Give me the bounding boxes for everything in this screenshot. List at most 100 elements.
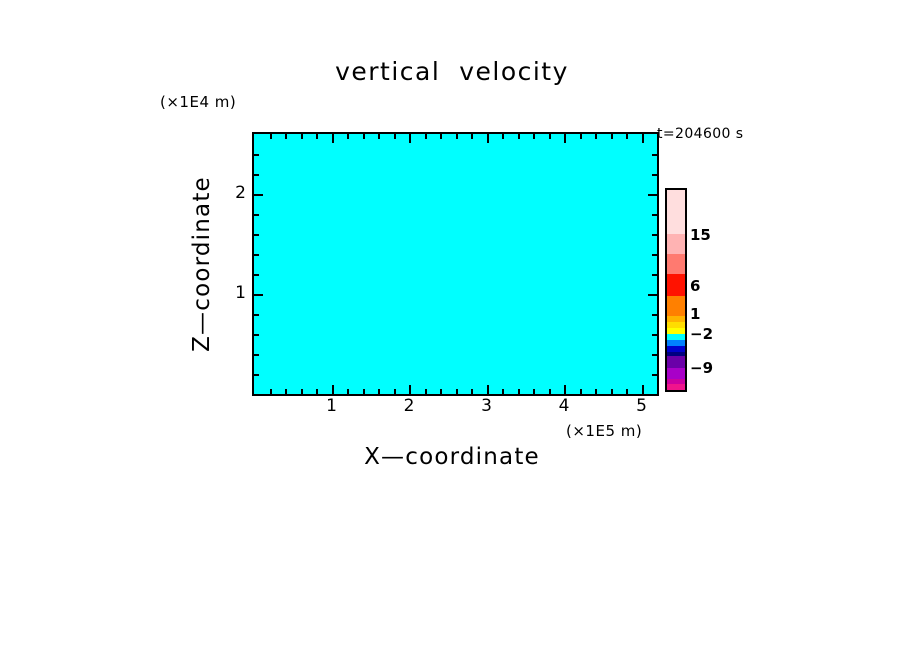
colorbar-tick-label: 6 [690,277,701,295]
tick-mark [347,134,349,139]
colorbar-band [667,316,685,322]
x-tick-label: 2 [403,396,415,416]
tick-mark [652,334,657,336]
tick-mark [254,314,259,316]
tick-mark [425,134,427,139]
tick-mark [642,134,644,143]
tick-mark [332,134,334,143]
colorbar-band [667,368,685,379]
tick-mark [652,254,657,256]
tick-mark [471,134,473,139]
y-tick-label: 2 [235,183,246,203]
tick-mark [347,389,349,394]
tick-mark [332,385,334,394]
page-title: vertical velocity [335,57,569,86]
colorbar-band [667,346,685,352]
tick-mark [595,134,597,139]
tick-mark [652,174,657,176]
tick-mark [254,194,263,196]
x-tick-label: 4 [558,396,570,416]
tick-mark [254,374,259,376]
x-axis-unit-label: (×1E5 m) [566,422,643,440]
tick-mark [378,134,380,139]
tick-mark [518,389,520,394]
tick-mark [254,354,259,356]
tick-mark [487,134,489,143]
tick-mark [254,274,259,276]
tick-mark [518,134,520,139]
tick-mark [440,134,442,139]
x-tick-label: 1 [326,396,337,416]
tick-mark [285,134,287,139]
x-tick-label: 5 [636,396,647,416]
tick-mark [595,389,597,394]
tick-mark [652,214,657,216]
tick-mark [652,314,657,316]
tick-mark [254,334,259,336]
tick-mark [564,134,566,143]
time-annotation: t=204600 s [657,126,744,142]
tick-mark [626,134,628,139]
tick-mark [254,174,259,176]
x-tick-label: 3 [481,396,492,416]
colorbar-band [667,254,685,274]
tick-mark [642,385,644,394]
tick-mark [487,385,489,394]
tick-mark [611,389,613,394]
colorbar-band [667,356,685,368]
tick-mark [626,389,628,394]
tick-mark [611,134,613,139]
tick-mark [533,389,535,394]
tick-mark [652,354,657,356]
tick-mark [394,389,396,394]
plot-area [252,132,659,396]
tick-mark [378,389,380,394]
colorbar-tick-label: −9 [690,359,714,377]
z-axis-unit-label: (×1E4 m) [160,93,237,111]
colorbar [665,188,687,392]
colorbar-band [667,328,685,334]
tick-mark [440,389,442,394]
y-tick-label: 1 [235,283,246,303]
tick-mark [394,134,396,139]
tick-mark [254,214,259,216]
colorbar-band [667,340,685,346]
colorbar-tick-label: 1 [690,305,701,323]
tick-mark [652,234,657,236]
tick-mark [301,134,303,139]
tick-mark [254,254,259,256]
tick-mark [652,374,657,376]
tick-mark [456,389,458,394]
tick-mark [502,134,504,139]
tick-mark [652,274,657,276]
tick-mark [270,134,272,139]
colorbar-band [667,384,685,390]
colorbar-tick-label: −2 [690,325,714,343]
tick-mark [564,385,566,394]
tick-mark [363,389,365,394]
tick-mark [652,154,657,156]
tick-mark [363,134,365,139]
tick-mark [549,134,551,139]
colorbar-band [667,274,685,296]
colorbar-band [667,234,685,254]
tick-mark [648,294,657,296]
tick-mark [580,134,582,139]
colorbar-band [667,322,685,328]
tick-mark [270,389,272,394]
colorbar-band [667,352,685,356]
tick-mark [254,234,259,236]
tick-mark [316,389,318,394]
tick-mark [409,385,411,394]
tick-mark [471,389,473,394]
y-axis-title: Z—coordinate [189,176,215,352]
tick-mark [409,134,411,143]
tick-mark [316,134,318,139]
colorbar-band [667,379,685,384]
tick-mark [285,389,287,394]
colorbar-band [667,296,685,316]
colorbar-tick-label: 15 [690,226,711,244]
velocity-field-heatmap [254,134,657,394]
tick-mark [301,389,303,394]
